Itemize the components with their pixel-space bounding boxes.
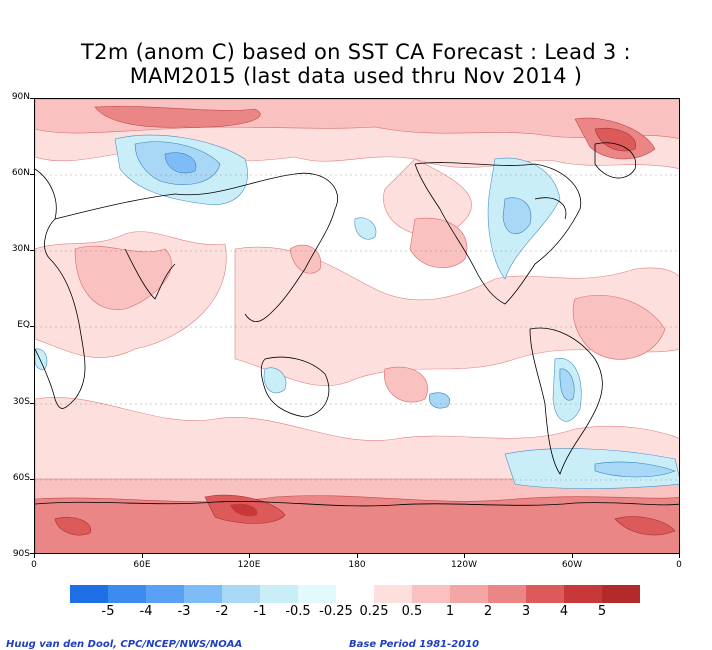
color-legend-label: -0.5 <box>285 604 311 619</box>
lon-tick <box>572 554 573 558</box>
lat-tick <box>30 98 34 99</box>
color-legend-swatch <box>526 585 564 603</box>
color-legend-swatch <box>184 585 222 603</box>
lat-tick <box>30 250 34 251</box>
color-legend-bar <box>70 585 640 603</box>
credit-base-period: Base Period 1981-2010 <box>349 639 480 650</box>
color-legend-label: 2 <box>483 604 493 619</box>
color-legend-label: -2 <box>215 604 229 619</box>
color-legend-swatch <box>70 585 108 603</box>
color-legend-swatch <box>260 585 298 603</box>
lat-label-30s: 30S <box>12 397 30 407</box>
color-legend-label: -4 <box>139 604 153 619</box>
map-title-line-2: MAM2015 (last data used thru Nov 2014 ) <box>129 64 583 88</box>
color-legend-swatch <box>222 585 260 603</box>
color-legend-label: -3 <box>177 604 191 619</box>
lat-label-60n: 60N <box>11 168 30 178</box>
lat-tick <box>30 479 34 480</box>
color-legend-swatch <box>298 585 336 603</box>
color-legend-label: -0.25 <box>319 604 353 619</box>
color-legend-swatch <box>488 585 526 603</box>
color-legend-label: 3 <box>521 604 531 619</box>
color-legend-label: 4 <box>559 604 569 619</box>
lon-tick <box>679 554 680 558</box>
color-legend-label: 0.25 <box>359 604 389 619</box>
lon-tick <box>464 554 465 558</box>
color-legend-swatch <box>564 585 602 603</box>
lon-label-120e: 120E <box>237 560 261 570</box>
color-legend-label: 5 <box>597 604 607 619</box>
lon-tick <box>142 554 143 558</box>
lon-tick <box>357 554 358 558</box>
color-legend-swatch <box>108 585 146 603</box>
lon-label-0: 0 <box>31 560 37 570</box>
anomaly-map-svg <box>35 99 679 553</box>
map-title-line-1: T2m (anom C) based on SST CA Forecast : … <box>81 40 631 64</box>
color-legend-swatch <box>374 585 412 603</box>
lon-tick <box>34 554 35 558</box>
lon-label-60w: 60W <box>561 560 583 570</box>
lon-label-120w: 120W <box>450 560 478 570</box>
color-legend-swatch <box>336 585 374 603</box>
lat-tick <box>30 553 34 554</box>
color-legend-swatch <box>146 585 184 603</box>
color-legend-label: -1 <box>253 604 267 619</box>
lat-label-90n: 90N <box>11 92 30 102</box>
lon-label-60e: 60E <box>133 560 151 570</box>
color-legend-label: -5 <box>101 604 115 619</box>
credit-author: Huug van den Dool, CPC/NCEP/NWS/NOAA <box>6 639 243 650</box>
lon-tick <box>249 554 250 558</box>
anomaly-map <box>34 98 680 554</box>
lat-label-60s: 60S <box>12 473 30 483</box>
color-legend-swatch <box>450 585 488 603</box>
lon-label-0-end: 0 <box>676 560 682 570</box>
color-legend-swatch <box>412 585 450 603</box>
lat-label-90s: 90S <box>12 549 30 559</box>
lon-label-180: 180 <box>348 560 366 570</box>
lat-tick <box>30 326 34 327</box>
lat-tick <box>30 174 34 175</box>
color-legend-swatch <box>602 585 640 603</box>
color-legend-label: 0.5 <box>401 604 423 619</box>
lat-tick <box>30 403 34 404</box>
lat-label-30n: 30N <box>11 244 30 254</box>
lat-label-eq: EQ <box>17 320 30 330</box>
color-legend-label: 1 <box>445 604 455 619</box>
